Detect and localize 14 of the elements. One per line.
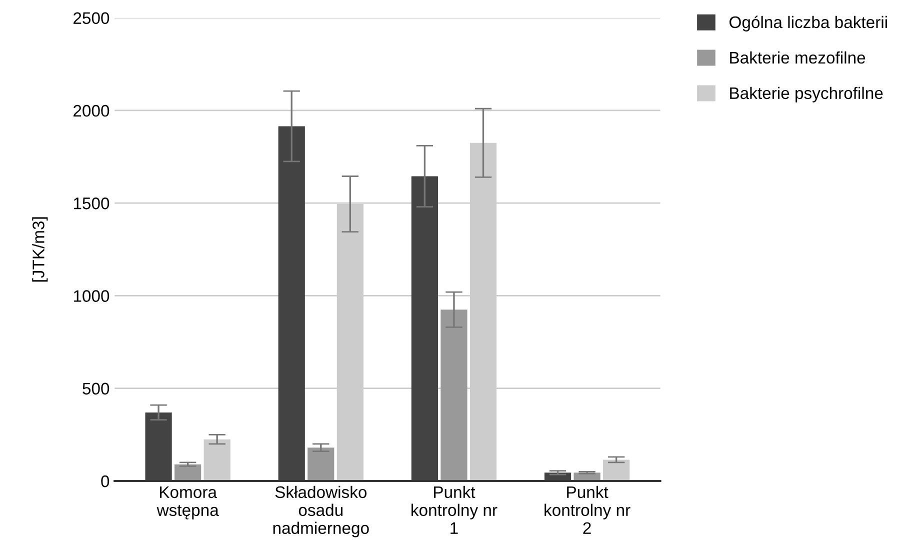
y-tick-label: 2000 xyxy=(74,104,110,117)
y-tick-label: 1500 xyxy=(74,198,110,210)
legend-label: Ogólna liczba bakterii xyxy=(730,16,887,32)
legend-label: Bakterie psychrofilne xyxy=(730,86,883,102)
x-tick-label: Składowisko osadu nadmiernego xyxy=(273,486,369,538)
y-tick-label: 0 xyxy=(101,475,110,488)
y-axis-title: [JTK/m3] xyxy=(32,217,48,282)
y-tick-label: 1000 xyxy=(74,290,110,302)
x-tick-label: Komora wstępna xyxy=(156,486,219,520)
x-tick-label: Punkt kontrolny nr 1 xyxy=(412,486,498,534)
legend-label: Bakterie mezofilne xyxy=(730,51,866,64)
y-tick-label: 500 xyxy=(82,382,110,395)
x-tick-label: Punkt kontrolny nr 2 xyxy=(544,486,630,534)
y-tick-label: 2500 xyxy=(74,12,110,24)
